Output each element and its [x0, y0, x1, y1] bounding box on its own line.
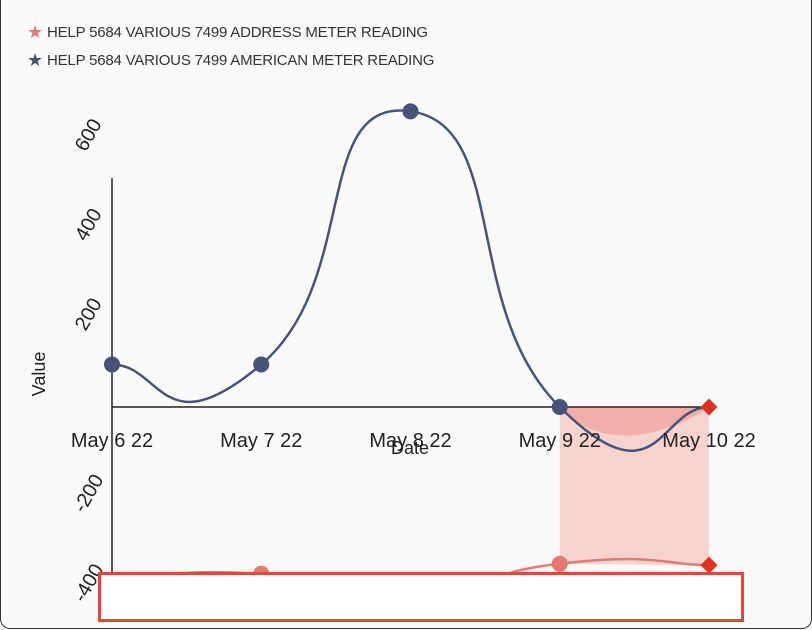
x-tick-label: May 10 22 [662, 430, 755, 452]
x-tick-label: May 9 22 [519, 430, 601, 452]
point-1-3[interactable] [551, 399, 568, 415]
x-tick-label: May 8 22 [369, 430, 451, 452]
x-tick-label: May 7 22 [220, 430, 302, 452]
point-1-1[interactable] [253, 356, 270, 373]
legend-item-american[interactable]: ★ HELP 5684 VARIOUS 7499 AMERICAN METER … [27, 46, 434, 74]
star-icon: ★ [27, 50, 43, 70]
legend: ★ HELP 5684 VARIOUS 7499 ADDRESS METER R… [27, 18, 434, 74]
highlight-area [559, 407, 709, 566]
point-1-2[interactable] [402, 103, 419, 120]
highlight-dip [559, 407, 709, 436]
point-1-0[interactable] [104, 356, 120, 373]
x-axis-title: Date [391, 438, 429, 458]
point-0-3[interactable] [551, 555, 568, 572]
legend-item-address[interactable]: ★ HELP 5684 VARIOUS 7499 ADDRESS METER R… [27, 18, 434, 46]
y-axis-title: Value [29, 352, 49, 397]
legend-label-american: HELP 5684 VARIOUS 7499 AMERICAN METER RE… [47, 51, 435, 69]
text-input-box[interactable] [98, 572, 744, 622]
legend-label-address: HELP 5684 VARIOUS 7499 ADDRESS METER REA… [47, 23, 428, 41]
y-tick-label: 600 [71, 115, 107, 155]
y-tick-label: 400 [71, 205, 107, 245]
series-line-1 [111, 109, 710, 452]
x-tick-label: May 6 22 [71, 430, 153, 452]
y-tick-label: 200 [71, 294, 107, 334]
star-icon: ★ [27, 22, 43, 42]
point-diamond-0-4[interactable] [700, 556, 718, 574]
y-tick-label: -200 [69, 471, 108, 517]
point-diamond-1-4[interactable] [700, 398, 718, 416]
